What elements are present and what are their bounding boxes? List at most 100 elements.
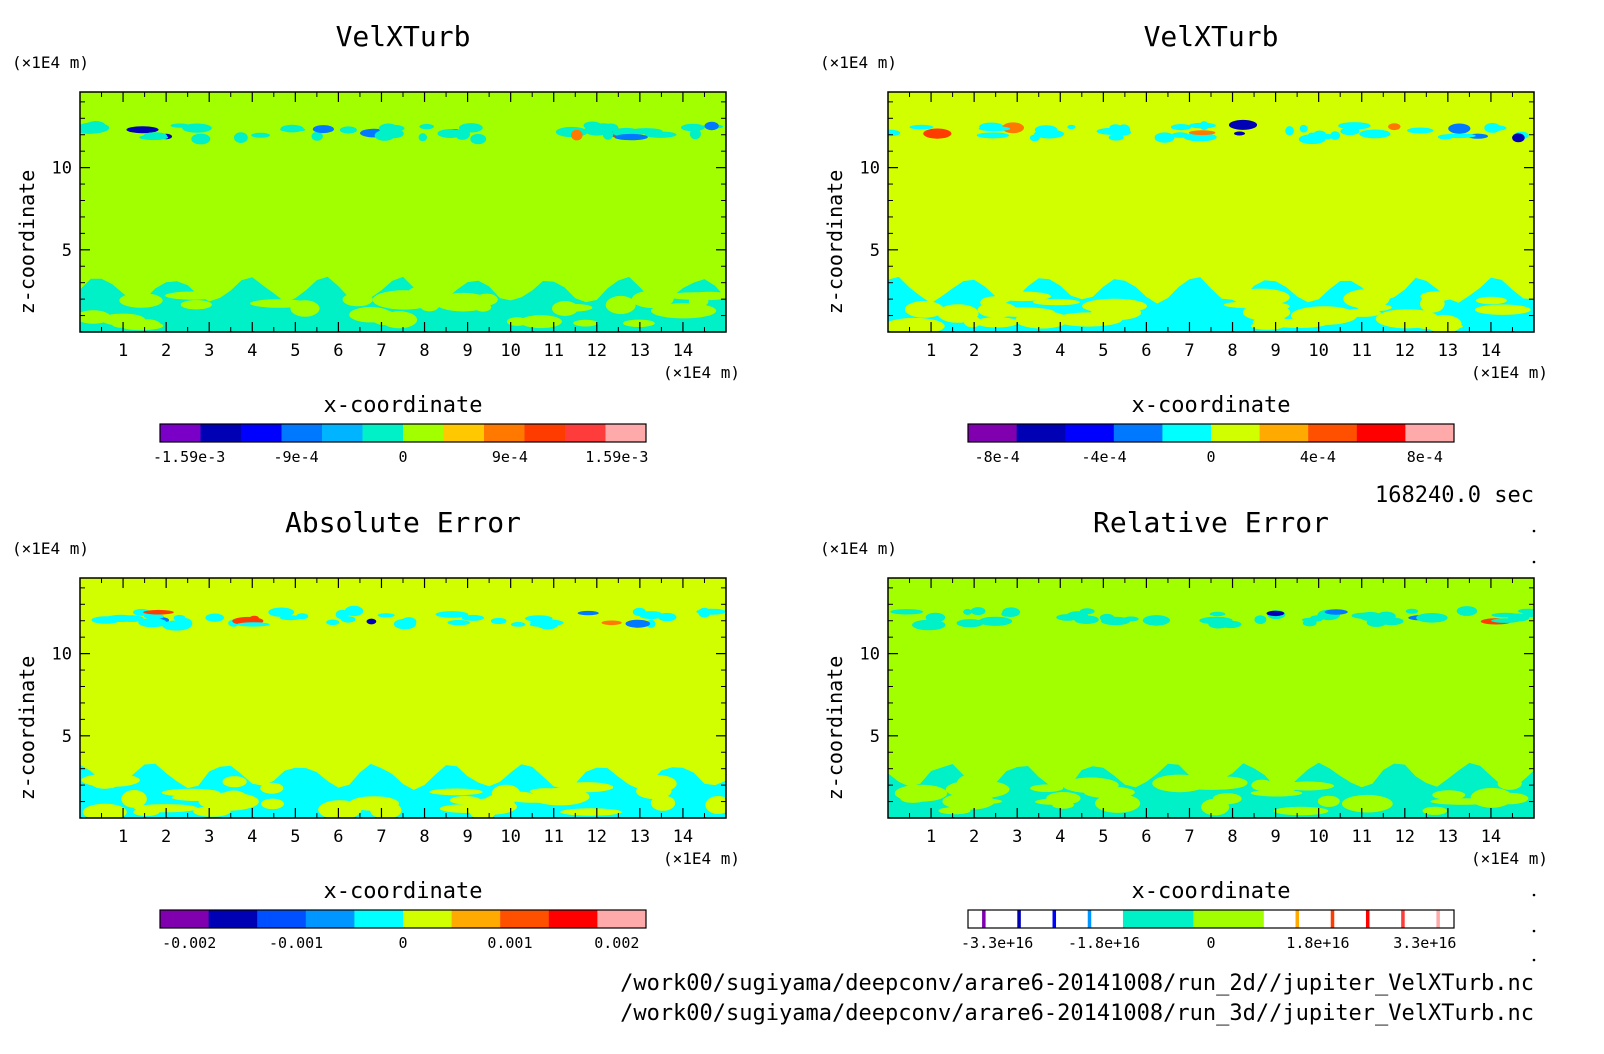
x-tick-label: 14	[1481, 827, 1501, 847]
colorbar-swatch	[1404, 910, 1437, 928]
colorbar-swatch	[257, 910, 307, 928]
chart-title: VelXTurb	[1144, 20, 1279, 53]
x-tick-label: 1	[118, 827, 128, 847]
upper-band-blob	[1512, 133, 1525, 143]
file-path-2: /work00/sugiyama/deepconv/arare6-2014100…	[620, 1001, 1534, 1026]
colorbar-swatch	[1405, 424, 1455, 442]
upper-band-blob	[1228, 119, 1258, 130]
upper-band-blob	[978, 616, 1013, 626]
bottom-blob	[1054, 312, 1123, 327]
y-tick-label: 10	[52, 159, 72, 179]
y-tick-label: 10	[860, 645, 880, 665]
upper-band-blob	[133, 608, 151, 616]
colorbar-swatch	[1091, 910, 1124, 928]
bottom-blob	[165, 291, 221, 300]
upper-band-blob	[1219, 620, 1242, 629]
colorbar-label: 3.3e+16	[1393, 934, 1456, 952]
upper-band-blob	[377, 613, 395, 618]
upper-band-blob	[1285, 126, 1294, 136]
upper-band-blob	[461, 614, 484, 621]
upper-band-blob	[1330, 131, 1340, 140]
upper-band-blob	[1002, 122, 1024, 134]
bottom-blob	[945, 780, 1010, 799]
colorbar-swatch	[403, 910, 452, 928]
x-tick-label: 2	[161, 341, 171, 361]
upper-band-blob	[1266, 610, 1285, 617]
panel-velxturb-3d: VelXTurb (×1E4 m) (×1E4 m) x-coordinate z-co…	[820, 20, 1548, 466]
x-tick-label: 10	[1308, 341, 1328, 361]
bottom-blob	[119, 293, 163, 308]
upper-band-blob	[251, 132, 270, 138]
y-tick-label: 5	[870, 241, 880, 261]
colorbar-label: -9e-4	[274, 448, 319, 466]
colorbar-label: 0	[398, 934, 407, 952]
upper-band-blob	[311, 131, 323, 141]
bottom-blob	[349, 307, 392, 323]
x-axis-label: x-coordinate	[1132, 879, 1291, 904]
bottom-blob	[82, 803, 127, 818]
bottom-blob	[904, 301, 944, 318]
colorbar-swatch	[1052, 910, 1057, 928]
x-tick-label: 8	[419, 827, 429, 847]
chart-title: VelXTurb	[336, 20, 471, 53]
upper-band-blob	[384, 124, 405, 132]
bottom-blob	[1032, 298, 1080, 306]
upper-band-blob	[1034, 125, 1058, 135]
colorbar-swatch	[1401, 910, 1405, 928]
x-tick-label: 12	[1395, 827, 1415, 847]
upper-band-blob	[1407, 127, 1434, 134]
bottom-blob	[977, 302, 1017, 318]
x-tick-label: 9	[462, 827, 472, 847]
bottom-blob	[631, 290, 674, 308]
upper-band-blob	[956, 619, 984, 628]
x-tick-label: 12	[1395, 341, 1415, 361]
bottom-blob	[429, 788, 483, 796]
bottom-blob	[1264, 778, 1297, 795]
upper-band-blob	[1484, 123, 1501, 133]
bottom-blob	[250, 299, 309, 308]
x-tick-label: 10	[500, 341, 520, 361]
bottom-blob	[1030, 784, 1064, 792]
bottom-blob	[1231, 288, 1290, 306]
upper-band-blob	[1067, 124, 1076, 130]
colorbar-swatch	[160, 424, 201, 442]
colorbar-swatch	[548, 910, 598, 928]
x-tick-label: 8	[1227, 827, 1237, 847]
upper-band-blob	[182, 123, 212, 133]
bottom-blob	[112, 321, 132, 328]
colorbar-swatch	[1263, 910, 1296, 928]
bottom-blob	[1475, 296, 1507, 305]
upper-band-blob	[925, 612, 946, 623]
x-tick-label: 9	[1270, 827, 1280, 847]
colorbar-frame	[159, 909, 647, 929]
upper-band-blob	[1324, 609, 1348, 615]
colorbar-swatch	[305, 910, 355, 928]
upper-band-blob	[658, 612, 677, 622]
upper-band-blob	[1437, 134, 1453, 140]
x-tick-label: 10	[500, 827, 520, 847]
upper-band-blob	[1101, 616, 1131, 626]
upper-band-blob	[341, 616, 356, 623]
y-axis-label: z-coordinate	[15, 170, 39, 315]
colorbar-swatch	[484, 424, 525, 442]
upper-band-blob	[138, 618, 167, 628]
upper-band-blob	[1001, 611, 1011, 617]
bottom-blob	[975, 317, 1019, 328]
colorbar-swatch	[565, 424, 606, 442]
y-axis-label: z-coordinate	[823, 170, 847, 315]
upper-band-blob	[280, 127, 306, 132]
colorbar-frame	[967, 423, 1455, 443]
colorbar-swatch	[443, 424, 485, 442]
x-tick-label: 11	[543, 827, 563, 847]
colorbar-swatch	[160, 910, 209, 928]
timestamp-label: 168240.0 sec	[1375, 483, 1534, 508]
upper-band-blob	[173, 614, 186, 622]
upper-band-blob	[418, 133, 427, 142]
bottom-blob	[370, 801, 402, 818]
x-tick-label: 2	[161, 827, 171, 847]
bottom-blob	[1432, 790, 1466, 800]
upper-band-blob	[268, 607, 295, 617]
x-tick-label: 3	[204, 827, 214, 847]
bottom-blob	[1095, 793, 1141, 813]
y-tick-label: 5	[62, 727, 72, 747]
